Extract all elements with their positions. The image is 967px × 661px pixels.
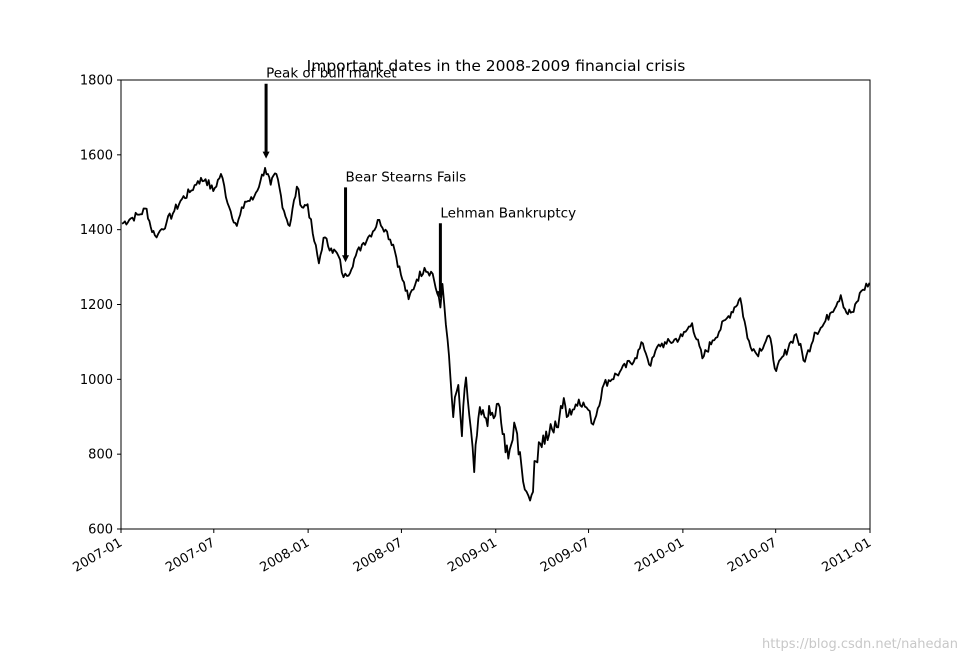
- x-tick-label: 2008-01: [258, 535, 313, 575]
- annotations: Peak of bull market Bear Stearns Fails Leh…: [262, 66, 576, 299]
- y-tick-label: 1400: [80, 223, 113, 238]
- annotation-label: Peak of bull market: [266, 66, 396, 82]
- annotation-label: Bear Stearns Fails: [346, 169, 467, 185]
- chart-title: Important dates in the 2008-2009 financi…: [307, 57, 686, 75]
- annotation-arrowhead: [342, 255, 350, 263]
- plot-frame: [120, 79, 871, 530]
- y-tick-label: 1600: [80, 148, 113, 163]
- annotation-arrowhead: [262, 151, 270, 159]
- x-tick-label: 2007-01: [70, 535, 125, 575]
- x-tick-label: 2009-07: [538, 535, 593, 575]
- y-tick-label: 1800: [80, 74, 113, 89]
- x-axis: 2007-01 2007-07 2008-01 2008-07 2009-01 2009-…: [70, 529, 874, 576]
- series-group: [121, 167, 871, 502]
- x-tick-label: 2007-07: [163, 535, 218, 575]
- x-tick-label: 2008-07: [351, 535, 406, 575]
- y-tick-label: 1000: [80, 373, 113, 388]
- annotation-label: Lehman Bankruptcy: [440, 205, 576, 221]
- y-tick-label: 1200: [80, 298, 113, 313]
- y-tick-label: 800: [88, 448, 113, 463]
- x-tick-label: 2009-01: [445, 535, 500, 575]
- annotation-arrowhead: [436, 291, 444, 299]
- watermark: https://blog.csdn.net/nahedan: [762, 637, 958, 652]
- y-axis: 600 800 1000 1200 1400 1600 1800: [80, 74, 121, 538]
- series-line: [121, 167, 871, 502]
- x-tick-label: 2010-07: [725, 535, 780, 575]
- x-tick-label: 2010-01: [632, 535, 687, 575]
- y-tick-label: 600: [88, 523, 113, 538]
- x-tick-label: 2011-01: [819, 535, 874, 575]
